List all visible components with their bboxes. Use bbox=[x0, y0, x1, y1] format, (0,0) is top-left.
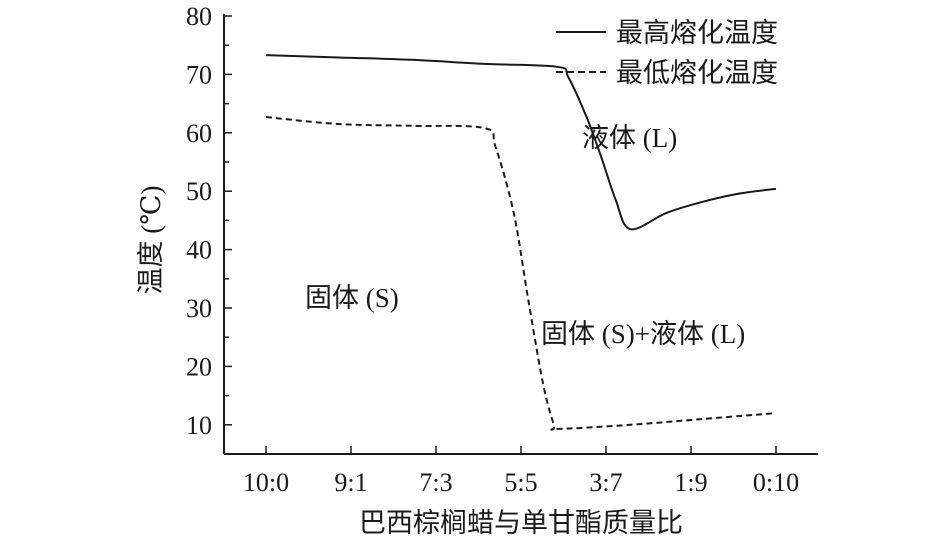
y-tick-label: 10 bbox=[186, 411, 212, 440]
y-axis-label: 温度 (℃) bbox=[136, 186, 166, 295]
y-tick-label: 60 bbox=[186, 119, 212, 148]
x-tick-label: 9:1 bbox=[334, 468, 367, 497]
legend-label-min: 最低熔化温度 bbox=[616, 58, 778, 88]
y-tick-label: 70 bbox=[186, 60, 212, 89]
x-tick-label: 10:0 bbox=[243, 468, 289, 497]
x-tick-label: 5:5 bbox=[504, 468, 537, 497]
annotation-solid: 固体 (S) bbox=[305, 283, 399, 313]
y-tick-label: 40 bbox=[186, 236, 212, 265]
series-line-min-melting bbox=[265, 116, 777, 431]
x-tick-label: 7:3 bbox=[419, 468, 452, 497]
y-tick-label: 50 bbox=[186, 177, 212, 206]
annotation-liquid: 液体 (L) bbox=[582, 123, 677, 153]
legend: 最高熔化温度 最低熔化温度 bbox=[556, 18, 778, 88]
x-tick-label: 3:7 bbox=[589, 468, 622, 497]
x-tick-label: 1:9 bbox=[674, 468, 707, 497]
series-layer bbox=[265, 54, 777, 431]
annotation-solid-liquid: 固体 (S)+液体 (L) bbox=[541, 319, 745, 349]
x-tick-label: 0:10 bbox=[753, 468, 799, 497]
axes: 10 20 30 40 50 60 70 80 10:0 9:1 7:3 5:5 3:7 1:9 0:10 bbox=[186, 2, 818, 497]
x-axis-label: 巴西棕榈蜡与单甘酯质量比 bbox=[359, 508, 683, 538]
y-tick-label: 20 bbox=[186, 352, 212, 381]
series-line-max-melting bbox=[265, 54, 777, 231]
y-tick-label: 80 bbox=[186, 2, 212, 31]
legend-label-max: 最高熔化温度 bbox=[616, 18, 778, 48]
y-tick-label: 30 bbox=[186, 294, 212, 323]
